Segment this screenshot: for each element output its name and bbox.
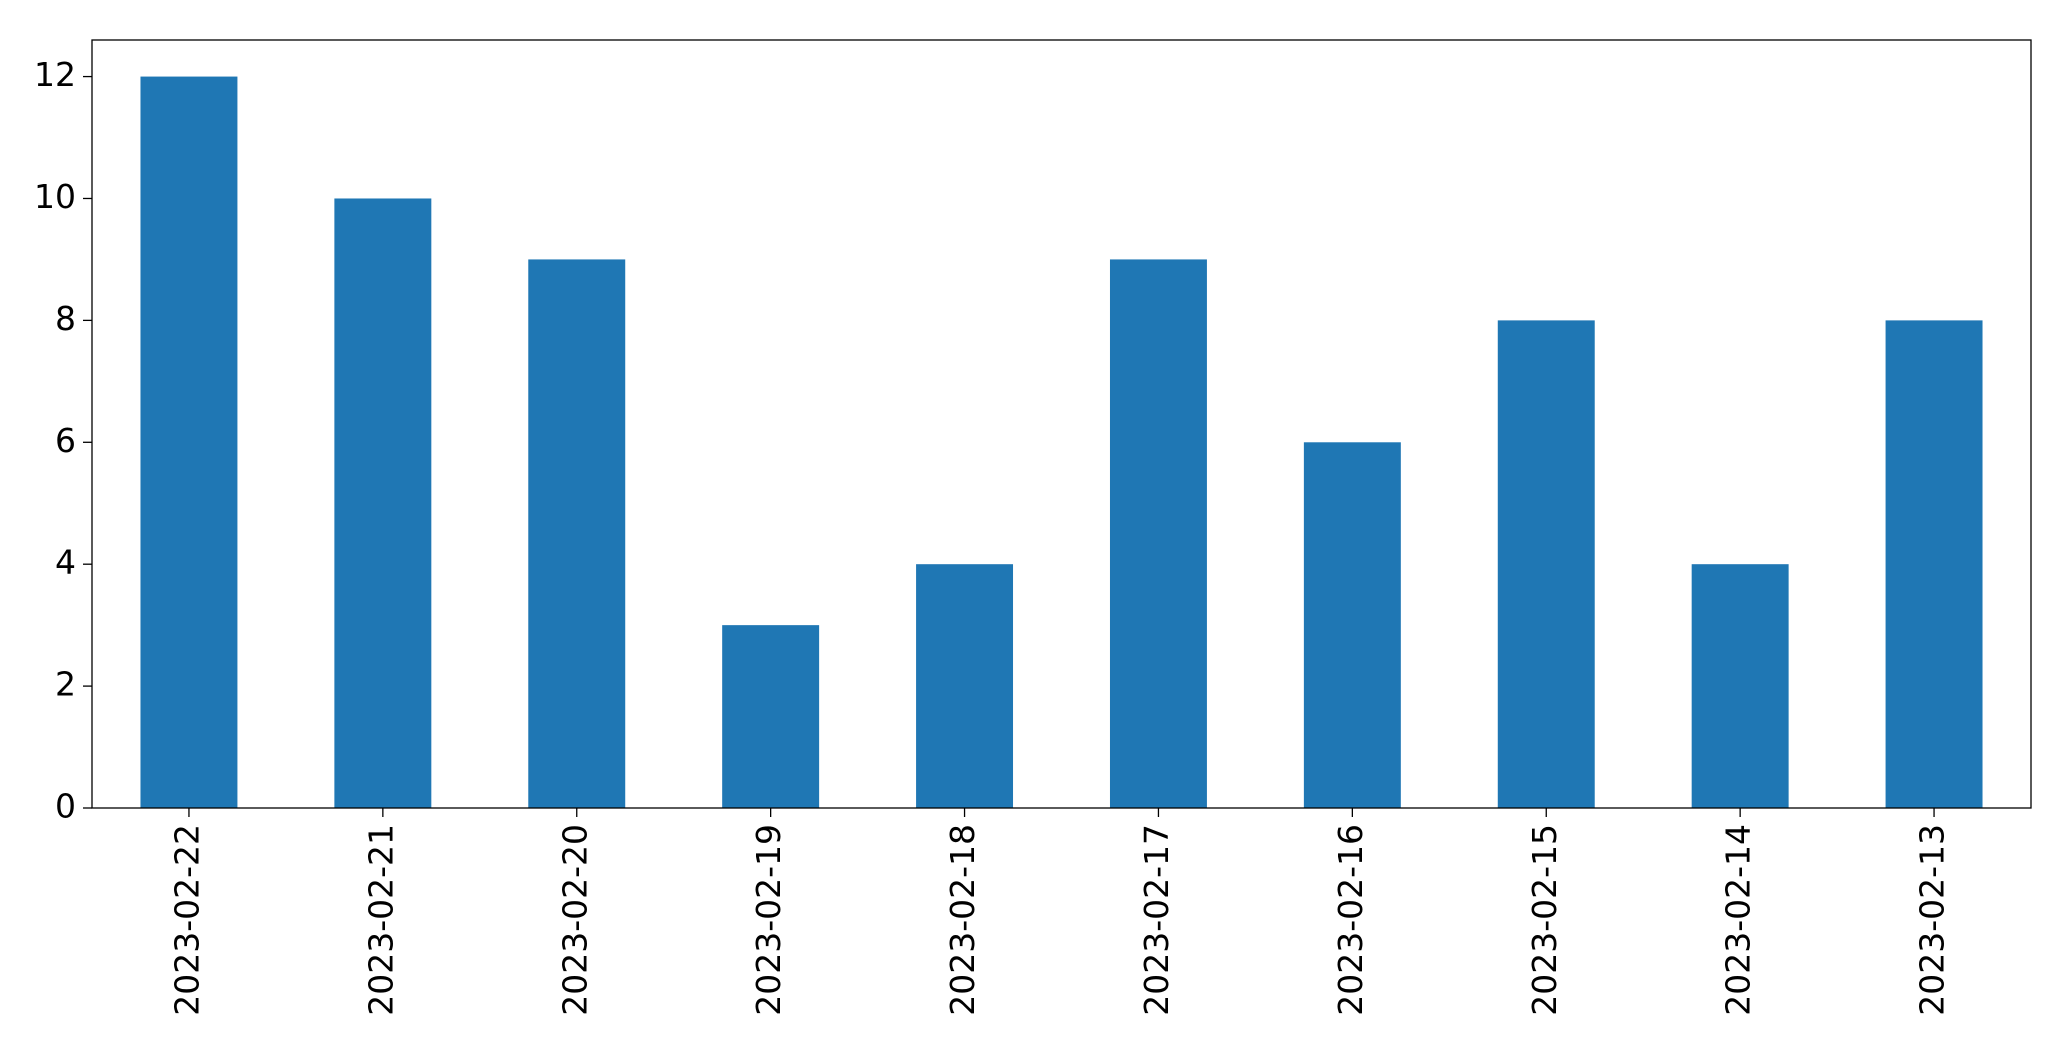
x-tick-label: 2023-02-19 xyxy=(749,824,788,1016)
x-tick-label: 2023-02-21 xyxy=(361,824,400,1016)
x-tick-label: 2023-02-22 xyxy=(167,824,206,1016)
y-tick-label: 6 xyxy=(55,421,76,460)
x-tick-label: 2023-02-20 xyxy=(555,824,594,1016)
x-tick-label: 2023-02-16 xyxy=(1331,824,1370,1016)
bar xyxy=(916,564,1014,808)
x-tick-label: 2023-02-18 xyxy=(943,824,982,1016)
bar xyxy=(140,76,238,809)
bar xyxy=(1691,564,1789,808)
bar xyxy=(1303,442,1401,808)
x-tick-label: 2023-02-14 xyxy=(1719,824,1758,1016)
x-tick-label: 2023-02-17 xyxy=(1137,824,1176,1016)
bar xyxy=(334,198,432,808)
axes-frame xyxy=(91,39,2032,809)
x-tick-label: 2023-02-13 xyxy=(1913,824,1952,1016)
y-tick-label: 4 xyxy=(55,543,76,582)
y-tick-label: 2 xyxy=(55,665,76,704)
bar xyxy=(1497,320,1595,808)
bar xyxy=(722,625,820,808)
bar xyxy=(1109,259,1207,808)
bar xyxy=(528,259,626,808)
bar xyxy=(1885,320,1983,808)
x-tick-label: 2023-02-15 xyxy=(1525,824,1564,1016)
y-tick-label: 12 xyxy=(34,55,76,94)
y-tick-label: 8 xyxy=(55,299,76,338)
y-tick-label: 0 xyxy=(55,787,76,826)
y-tick-label: 10 xyxy=(34,177,76,216)
